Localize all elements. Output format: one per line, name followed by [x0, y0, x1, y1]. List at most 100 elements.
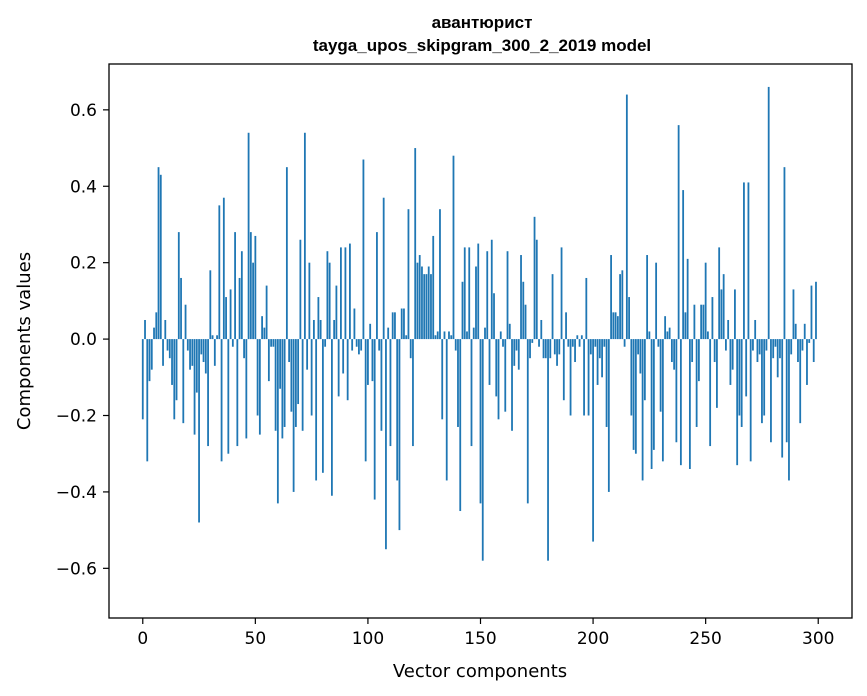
- bar-20: [186, 339, 189, 351]
- bar-123: [418, 255, 421, 340]
- bar-52: [258, 339, 261, 435]
- bar-247: [698, 339, 700, 382]
- bar-217: [630, 339, 633, 416]
- bar-99: [364, 339, 367, 462]
- bar-134: [443, 331, 446, 340]
- bar-222: [641, 339, 644, 481]
- bar-240: [682, 190, 685, 340]
- bar-89: [342, 339, 345, 374]
- bar-224: [646, 255, 649, 340]
- bar-279: [770, 339, 772, 443]
- bar-255: [716, 339, 718, 408]
- bar-74: [308, 262, 311, 340]
- bar-140: [457, 339, 459, 427]
- chart-subtitle: tayga_upos_skipgram_300_2_2019 model: [313, 36, 651, 55]
- bar-160: [502, 339, 504, 347]
- bar-86: [335, 285, 338, 340]
- bar-109: [387, 327, 390, 340]
- bar-49: [252, 262, 254, 340]
- bar-131: [436, 331, 439, 340]
- bar-40: [231, 339, 234, 347]
- bar-105: [378, 339, 381, 351]
- bar-269: [747, 182, 750, 340]
- bar-197: [585, 277, 588, 340]
- bar-30: [209, 270, 212, 340]
- bar-178: [542, 339, 545, 359]
- y-tick-label: −0.6: [56, 559, 97, 579]
- bar-35: [220, 339, 223, 462]
- bar-108: [385, 339, 387, 550]
- bar-202: [596, 339, 599, 385]
- bar-96: [358, 339, 360, 355]
- bar-144: [466, 331, 468, 340]
- bar-146: [470, 339, 473, 447]
- bar-231: [661, 339, 664, 462]
- bar-194: [578, 339, 581, 347]
- bar-174: [533, 216, 536, 340]
- bar-268: [745, 339, 748, 397]
- bar-282: [776, 339, 779, 378]
- bar-176: [538, 339, 540, 347]
- bar-284: [781, 339, 784, 458]
- bar-137: [450, 335, 453, 340]
- bar-0: [141, 339, 144, 420]
- bar-211: [616, 316, 619, 340]
- bar-128: [430, 274, 432, 340]
- bar-76: [312, 319, 315, 340]
- x-tick-label: 200: [577, 629, 609, 649]
- bar-67: [292, 339, 295, 492]
- x-tick-label: 100: [352, 629, 384, 649]
- bar-248: [700, 304, 703, 340]
- bar-85: [333, 319, 336, 340]
- bar-77: [315, 339, 318, 481]
- bar-190: [569, 339, 572, 416]
- bar-118: [407, 209, 410, 340]
- bar-286: [785, 339, 788, 443]
- bar-54: [263, 327, 266, 340]
- bar-51: [256, 339, 259, 416]
- bar-261: [729, 339, 732, 385]
- bar-41: [234, 232, 236, 340]
- bar-148: [475, 266, 477, 340]
- bar-135: [445, 339, 448, 481]
- bar-216: [628, 297, 630, 340]
- bar-98: [362, 159, 365, 340]
- y-tick-label: 0.6: [70, 101, 97, 121]
- bar-186: [560, 247, 563, 340]
- bar-219: [634, 339, 637, 454]
- bar-221: [639, 339, 642, 374]
- bar-171: [526, 339, 529, 504]
- bar-130: [434, 335, 437, 340]
- x-tick-label: 50: [245, 629, 267, 649]
- bar-233: [666, 331, 669, 340]
- bar-8: [159, 174, 162, 340]
- bar-90: [344, 247, 347, 340]
- bar-294: [803, 323, 806, 340]
- bar-39: [229, 289, 232, 340]
- bar-161: [504, 339, 507, 412]
- bar-214: [623, 339, 626, 347]
- bar-299: [815, 281, 817, 340]
- bar-100: [367, 339, 369, 385]
- y-tick-label: 0.0: [70, 330, 97, 350]
- bar-185: [558, 339, 561, 355]
- bar-191: [571, 339, 574, 347]
- x-tick-label: 0: [137, 629, 148, 649]
- bar-267: [743, 182, 745, 340]
- bar-92: [349, 243, 351, 340]
- bar-296: [808, 339, 811, 343]
- bar-210: [614, 312, 617, 340]
- bar-115: [400, 308, 403, 340]
- bar-102: [371, 339, 374, 382]
- bar-271: [752, 339, 754, 351]
- bar-155: [490, 239, 493, 340]
- bar-25: [198, 339, 200, 523]
- bar-203: [598, 339, 601, 359]
- bar-226: [650, 339, 653, 469]
- bar-198: [587, 339, 590, 416]
- bar-19: [184, 304, 187, 340]
- bar-32: [213, 339, 216, 366]
- bar-24: [195, 339, 198, 393]
- bar-53: [261, 316, 263, 340]
- y-tick-label: −0.4: [56, 483, 97, 503]
